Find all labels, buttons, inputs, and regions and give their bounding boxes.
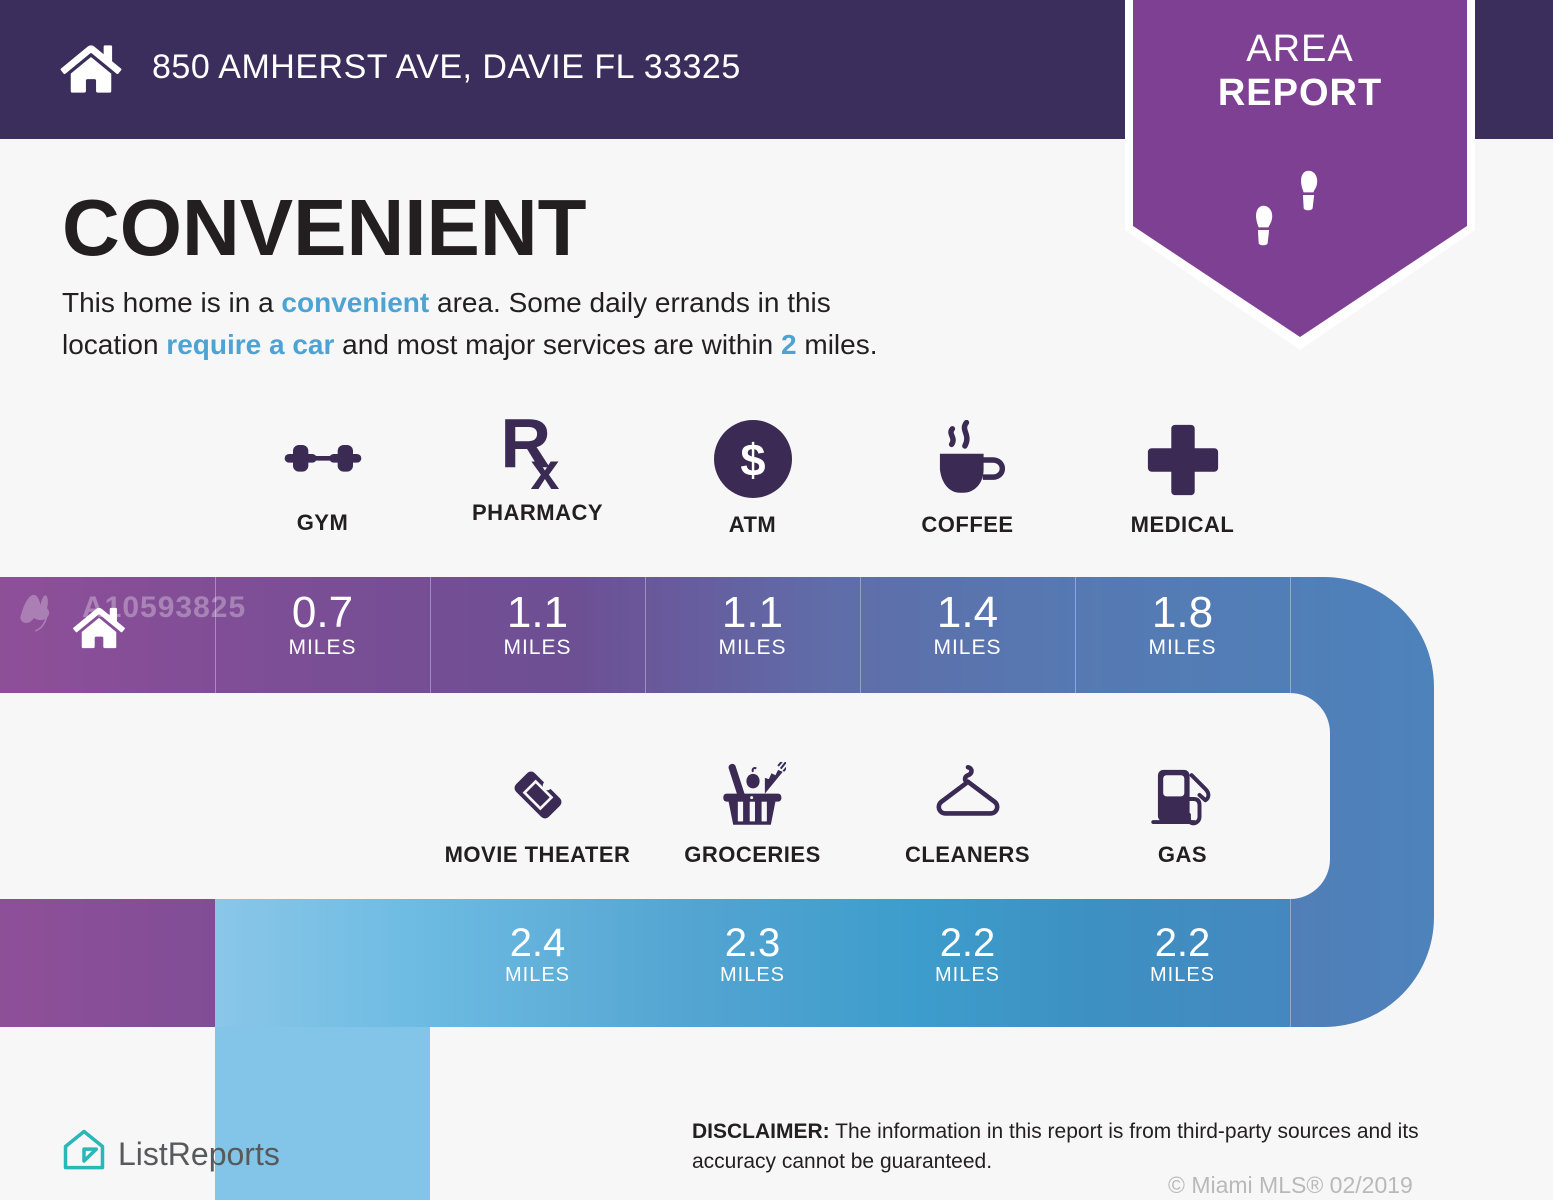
- svg-text:$: $: [740, 434, 765, 485]
